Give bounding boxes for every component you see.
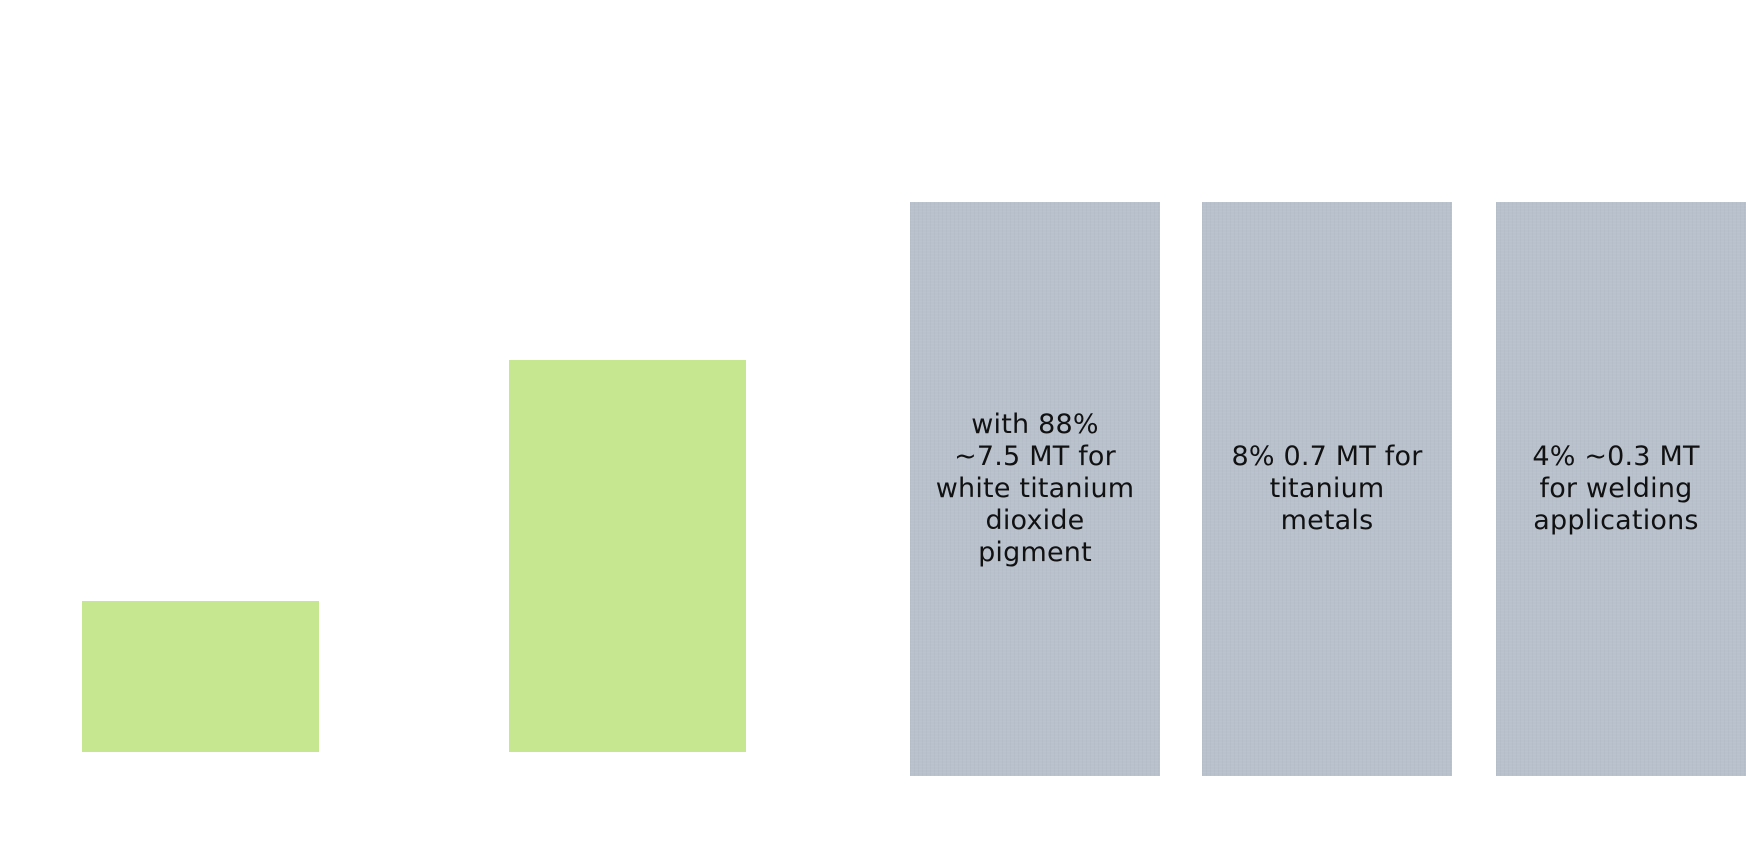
panel-text-welding: 4% ~0.3 MT for welding applications (1532, 441, 1700, 536)
panel-text-metals: 8% 0.7 MT for titanium metals (1231, 441, 1423, 536)
green-bar-large (509, 360, 746, 752)
panel-titanium-metals: 8% 0.7 MT for titanium metals (1202, 202, 1452, 776)
panel-text-pigment: with 88% ~7.5 MT for white titanium diox… (935, 409, 1135, 568)
green-bar-small (82, 601, 319, 752)
panel-welding-applications: 4% ~0.3 MT for welding applications (1496, 202, 1746, 776)
panel-white-titanium-dioxide: with 88% ~7.5 MT for white titanium diox… (910, 202, 1160, 776)
